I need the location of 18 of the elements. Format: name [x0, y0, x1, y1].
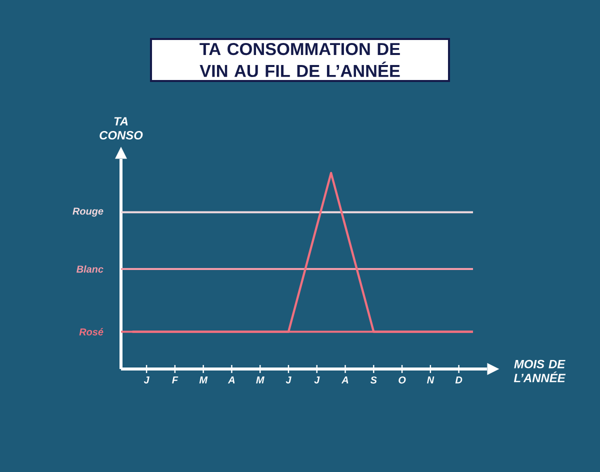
- x-tick-label: A: [228, 376, 235, 384]
- x-tick-label: N: [427, 376, 434, 384]
- x-tick-label: J: [144, 376, 150, 384]
- y-axis-title: TA CONSO: [100, 117, 143, 140]
- x-tick-label: O: [398, 376, 406, 384]
- ref-line-label: Blanc: [76, 265, 104, 273]
- x-tick-label: D: [455, 376, 462, 384]
- chart-title: TA CONSOMMATION DE VIN AU FIL DE L’ANNÉE: [200, 42, 400, 78]
- x-tick-label: J: [314, 376, 320, 384]
- x-tick-label: A: [341, 376, 348, 384]
- ref-line-label: Rouge: [72, 208, 104, 217]
- x-tick-label: M: [199, 376, 208, 384]
- x-tick-label: M: [256, 376, 264, 384]
- x-tick-label: S: [370, 376, 377, 384]
- x-tick-label: F: [172, 376, 178, 384]
- x-tick-label: J: [286, 376, 292, 384]
- x-axis-title: MOIS DE L’ANNÉE: [514, 360, 566, 382]
- ref-line-label: Rosé: [79, 328, 104, 336]
